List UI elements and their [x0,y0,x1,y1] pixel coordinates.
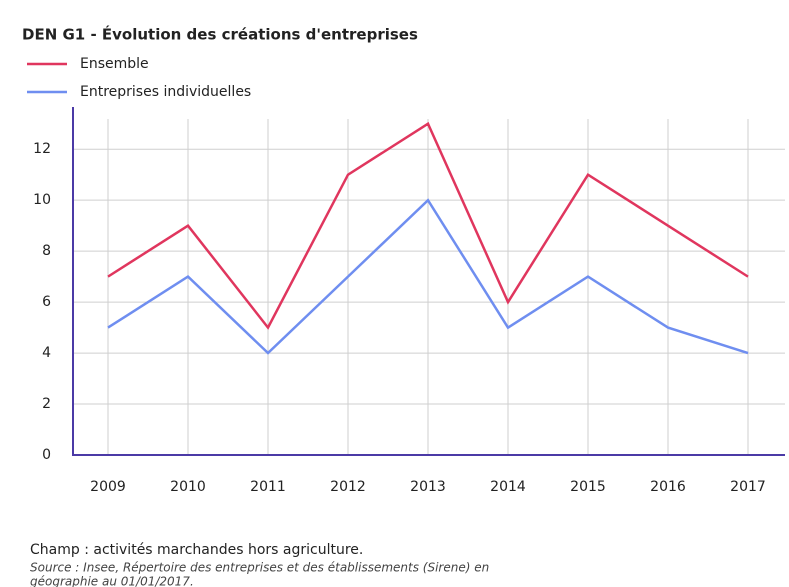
x-tick-label: 2016 [650,479,686,495]
x-tick-label: 2009 [90,479,126,495]
x-tick-label: 2013 [410,479,446,495]
x-tick-label: 2011 [250,479,286,495]
chart-title: DEN G1 - Évolution des créations d'entre… [22,25,418,44]
note: géographie au 01/01/2017. [30,575,194,587]
series-line [107,198,749,355]
x-tick-label: 2010 [170,479,206,495]
legend-label: Entreprises individuelles [80,84,251,100]
x-tick-label: 2015 [570,479,606,495]
x-tick-label: 2017 [730,479,766,495]
y-tick-label: 8 [42,243,51,259]
x-tick-label: 2014 [490,479,526,495]
series-line [107,121,749,330]
y-tick-label: 10 [33,192,51,208]
x-tick-label: 2012 [330,479,366,495]
y-tick-label: 12 [33,141,51,157]
y-tick-label: 0 [42,447,51,463]
note: Source : Insee, Répertoire des entrepris… [30,561,489,575]
y-tick-label: 6 [42,294,51,310]
y-tick-label: 4 [42,345,51,361]
legend-label: Ensemble [80,56,149,72]
note: Champ : activités marchandes hors agricu… [30,542,363,558]
y-tick-label: 2 [42,396,51,412]
